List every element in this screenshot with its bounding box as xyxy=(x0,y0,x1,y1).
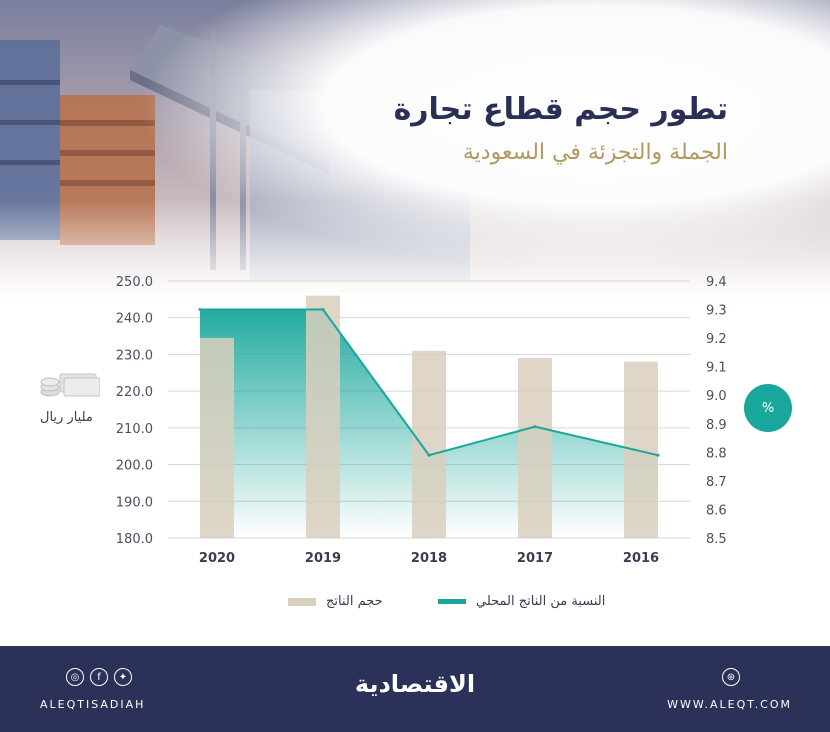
line-point-2020 xyxy=(198,308,202,312)
right-tick-label: 9.3 xyxy=(706,304,727,319)
line-point-2018 xyxy=(427,453,431,457)
x-tick-label: 2017 xyxy=(517,551,553,566)
line-layer xyxy=(198,308,660,457)
line-point-2019 xyxy=(321,308,325,312)
right-axis-ticks: 9.4 9.3 9.2 9.1 9.0 8.9 8.8 8.7 8.6 8.5 xyxy=(706,275,727,547)
legend-line-swatch xyxy=(438,599,466,604)
legend-bars-swatch xyxy=(288,597,316,606)
x-tick-label: 2020 xyxy=(199,551,235,566)
bar-2018 xyxy=(412,350,446,538)
right-tick-label: 9.4 xyxy=(706,275,727,290)
left-tick-label: 200.0 xyxy=(116,459,153,474)
page-title: تطور حجم قطاع تجارة xyxy=(393,92,728,127)
right-tick-label: 8.9 xyxy=(706,418,727,433)
legend-item-line: النسبة من الناتج المحلي xyxy=(438,594,605,609)
right-tick-label: 8.8 xyxy=(706,446,727,461)
facebook-icon[interactable]: f xyxy=(90,668,108,686)
social-handle[interactable]: ALEQTISADIAH xyxy=(40,698,146,711)
bar-2020 xyxy=(200,337,234,538)
website-link[interactable]: WWW.ALEQT.COM xyxy=(667,698,792,711)
bar-2019 xyxy=(306,295,340,538)
left-tick-label: 210.0 xyxy=(116,422,153,437)
right-tick-label: 9.0 xyxy=(706,389,727,404)
line-point-2016 xyxy=(656,453,660,457)
bars xyxy=(200,295,658,538)
left-tick-label: 250.0 xyxy=(116,275,153,290)
combo-chart: 250.0 240.0 230.0 220.0 210.0 200.0 190.0 180.0… xyxy=(116,275,727,566)
right-tick-label: 8.6 xyxy=(706,503,727,518)
line-point-2017 xyxy=(533,425,537,429)
left-tick-label: 240.0 xyxy=(116,312,153,327)
legend-line-label: النسبة من الناتج المحلي xyxy=(476,594,606,609)
left-axis-ticks: 250.0 240.0 230.0 220.0 210.0 200.0 190.0 180.0 xyxy=(116,275,153,547)
instagram-icon[interactable]: ◎ xyxy=(66,668,84,686)
x-tick-label: 2016 xyxy=(623,551,659,566)
right-tick-label: 9.2 xyxy=(706,332,727,347)
x-axis-ticks: 2020 2019 2018 2017 2016 xyxy=(199,551,659,566)
left-tick-label: 190.0 xyxy=(116,495,153,510)
legend-bars-label: حجم الناتج xyxy=(326,594,383,609)
dribbble-icon[interactable]: ⊛ xyxy=(722,668,740,686)
x-tick-label: 2018 xyxy=(411,551,447,566)
left-tick-label: 230.0 xyxy=(116,348,153,363)
bar-2017 xyxy=(518,358,552,538)
right-tick-label: 8.5 xyxy=(706,532,727,547)
right-tick-label: 8.7 xyxy=(706,475,727,490)
page-subtitle: الجملة والتجزئة في السعودية xyxy=(462,140,728,165)
x-tick-label: 2019 xyxy=(305,551,341,566)
bar-2016 xyxy=(624,361,658,538)
brand-logo: الاقتصادية xyxy=(354,670,476,698)
legend-item-bars: حجم الناتج xyxy=(288,594,383,609)
hero-background xyxy=(0,0,830,300)
money-stack-icon xyxy=(40,373,100,397)
right-tick-label: 9.1 xyxy=(706,361,727,376)
twitter-icon[interactable]: ✦ xyxy=(114,668,132,686)
left-tick-label: 180.0 xyxy=(116,532,153,547)
right-axis-unit-badge: % xyxy=(744,384,792,432)
left-axis-unit: مليار ريال xyxy=(40,410,93,425)
footer-bar: ◎ f ✦ ALEQTISADIAH الاقتصادية ⊛ WWW.ALEQ… xyxy=(0,646,830,732)
left-tick-label: 220.0 xyxy=(116,385,153,400)
